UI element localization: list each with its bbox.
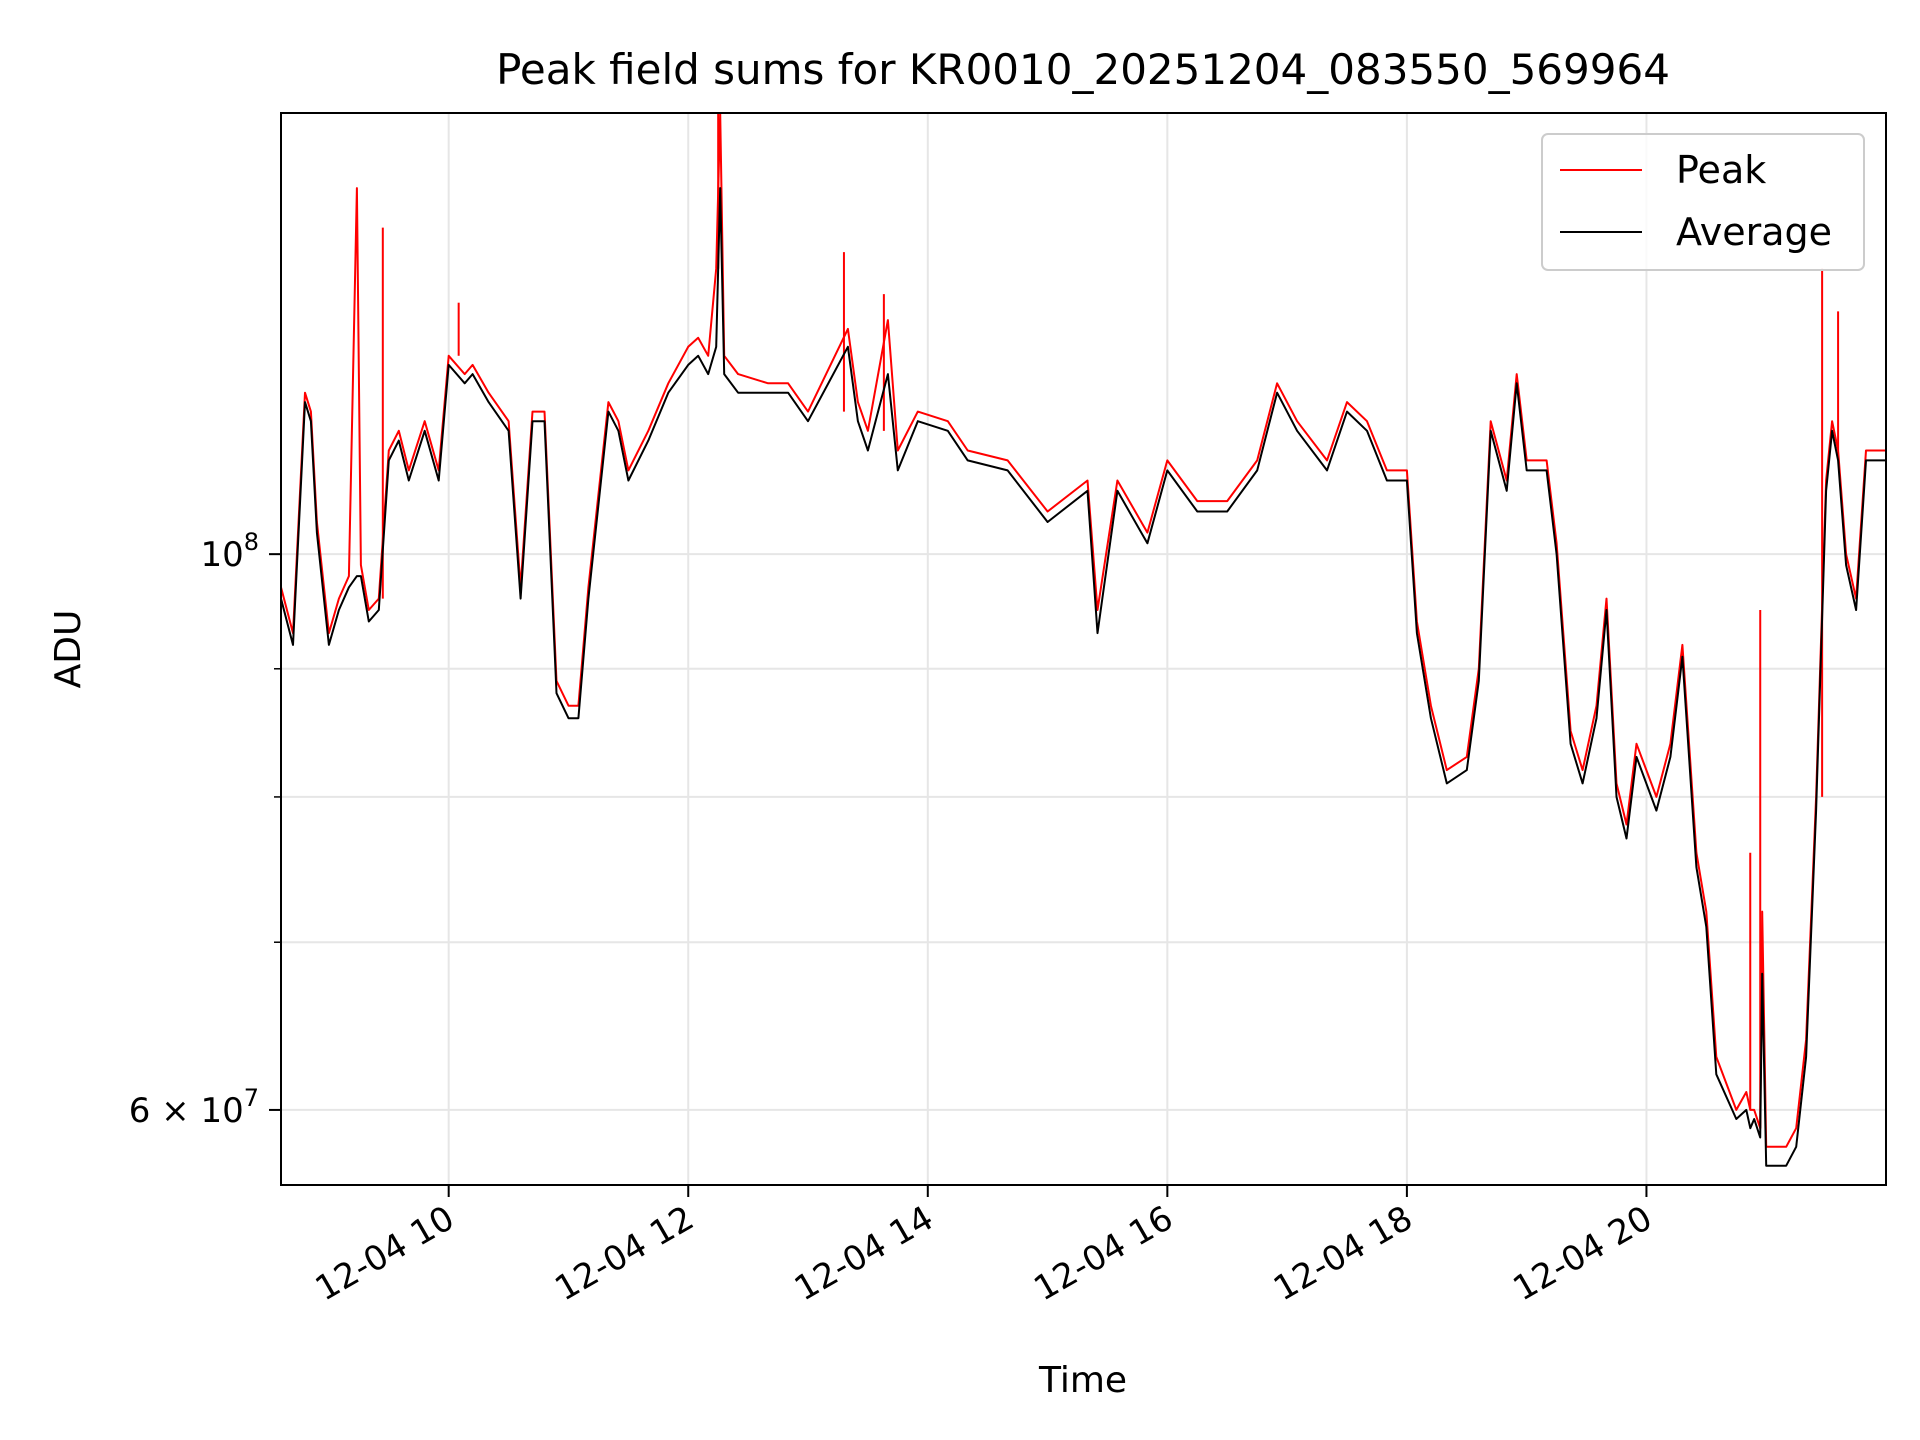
series-lines [281, 113, 1886, 1167]
legend-box [1541, 133, 1865, 271]
series-line-average [281, 187, 1886, 1167]
legend-peak-label: Peak [1676, 148, 1766, 192]
y-axis-label: ADU [48, 610, 89, 689]
chart-title: Peak field sums for KR0010_20251204_0835… [496, 45, 1670, 94]
y-tick-exponent: 7 [244, 1084, 259, 1112]
y-tick-mantissa: 6 × [129, 1091, 201, 1131]
y-tick-base: 10 [200, 535, 243, 575]
y-tick-label: 108 [200, 528, 259, 575]
y-tick-label: 6 × 107 [129, 1084, 259, 1131]
plot-frame [280, 112, 1887, 1186]
x-axis-label: Time [1038, 1360, 1127, 1401]
y-tick-base: 10 [200, 1091, 243, 1131]
series-line-peak [281, 113, 1886, 1148]
y-tick-exponent: 8 [244, 528, 259, 556]
legend: Peak Average [1541, 133, 1865, 271]
legend-average-label: Average [1676, 210, 1832, 254]
grid-lines [281, 113, 1886, 1185]
